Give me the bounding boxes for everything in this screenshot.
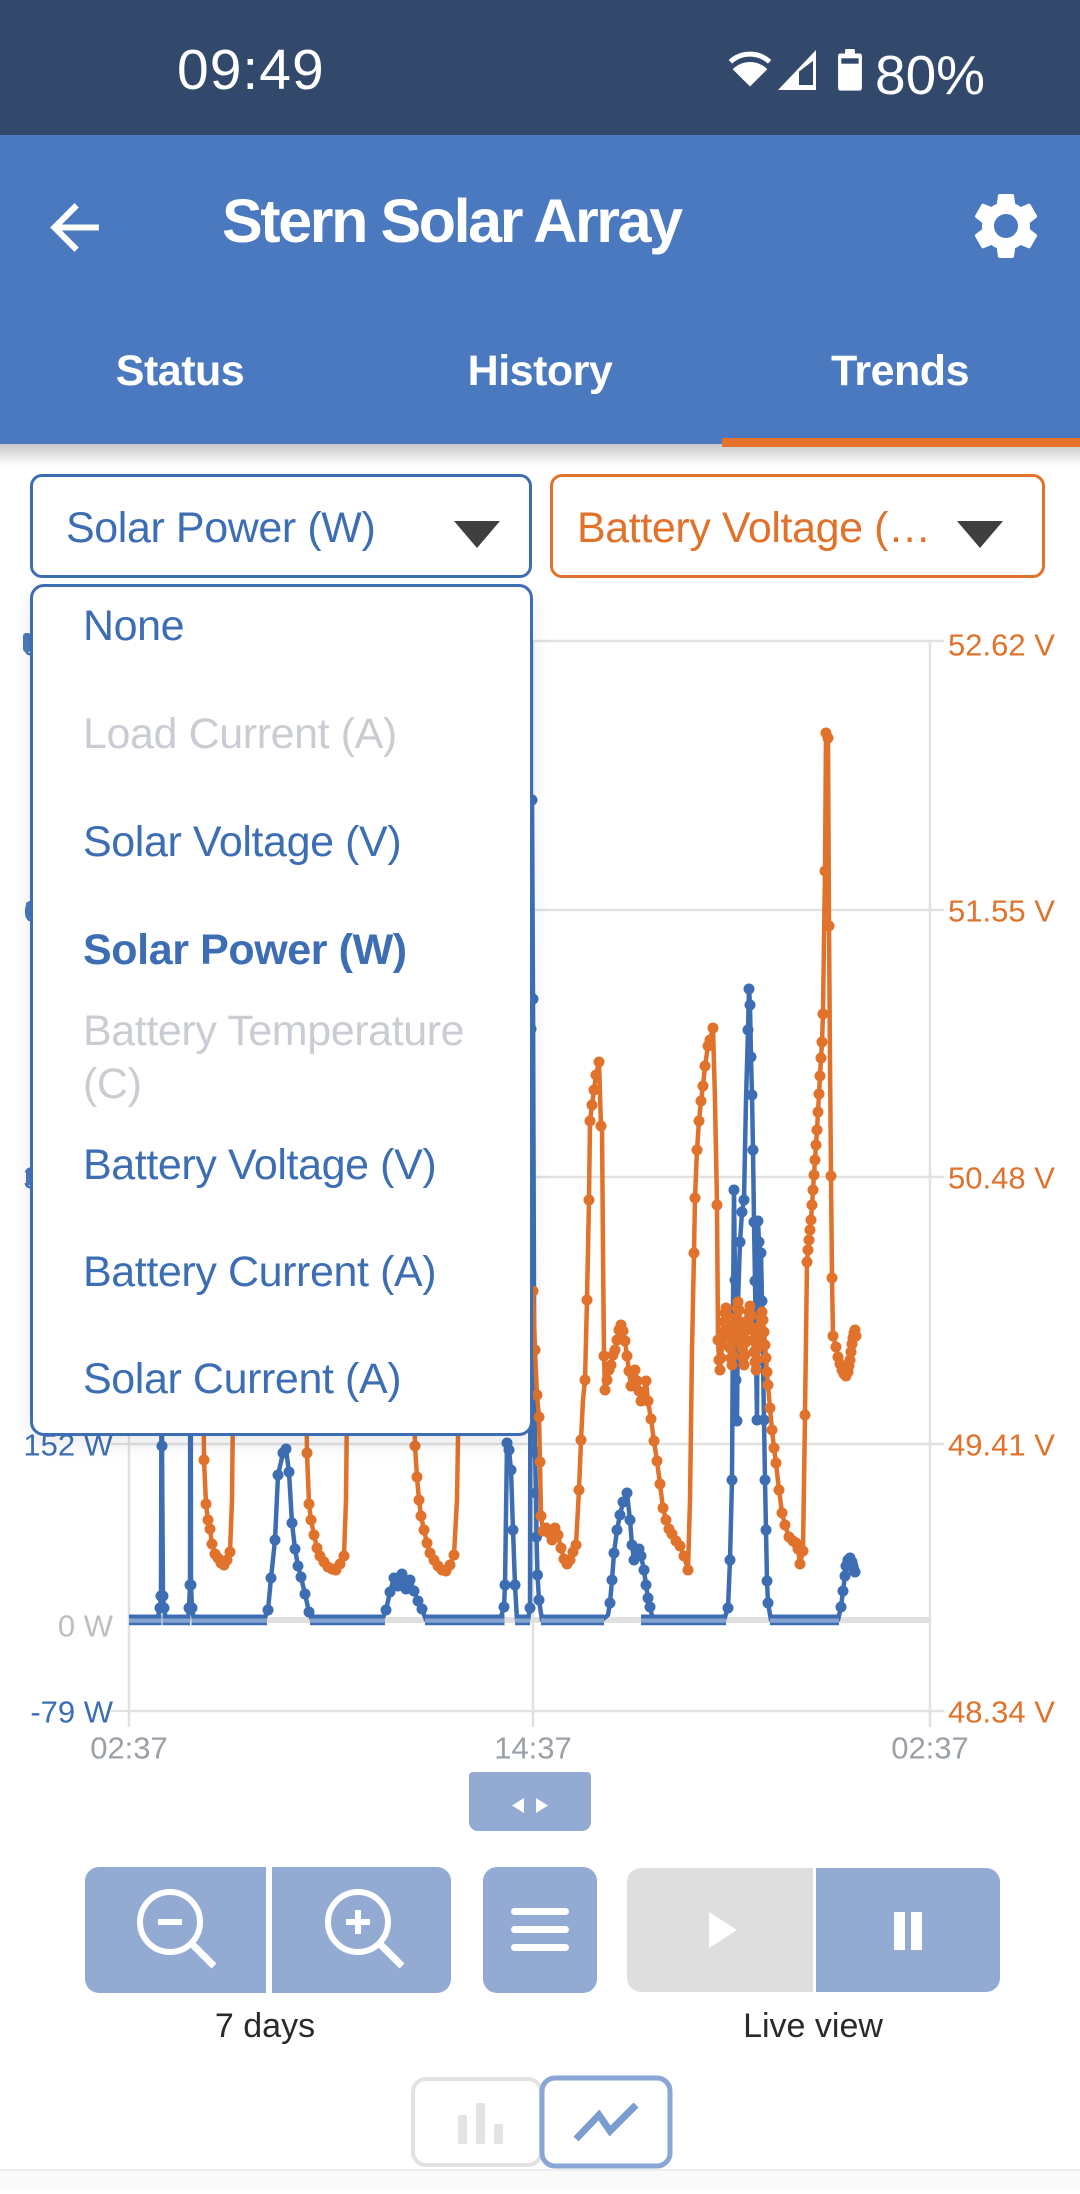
- svg-text:-79 W: -79 W: [30, 1695, 113, 1730]
- svg-text:51.55 V: 51.55 V: [948, 894, 1055, 929]
- svg-text:52.62 V: 52.62 V: [948, 628, 1055, 663]
- svg-text:48.34 V: 48.34 V: [948, 1695, 1055, 1730]
- svg-text:49.41 V: 49.41 V: [948, 1428, 1055, 1463]
- svg-text:02:37: 02:37: [891, 1731, 969, 1766]
- svg-text:02:37: 02:37: [90, 1731, 168, 1766]
- svg-text:0 W: 0 W: [58, 1609, 114, 1644]
- svg-text:14:37: 14:37: [494, 1731, 572, 1766]
- svg-text:50.48 V: 50.48 V: [948, 1161, 1055, 1196]
